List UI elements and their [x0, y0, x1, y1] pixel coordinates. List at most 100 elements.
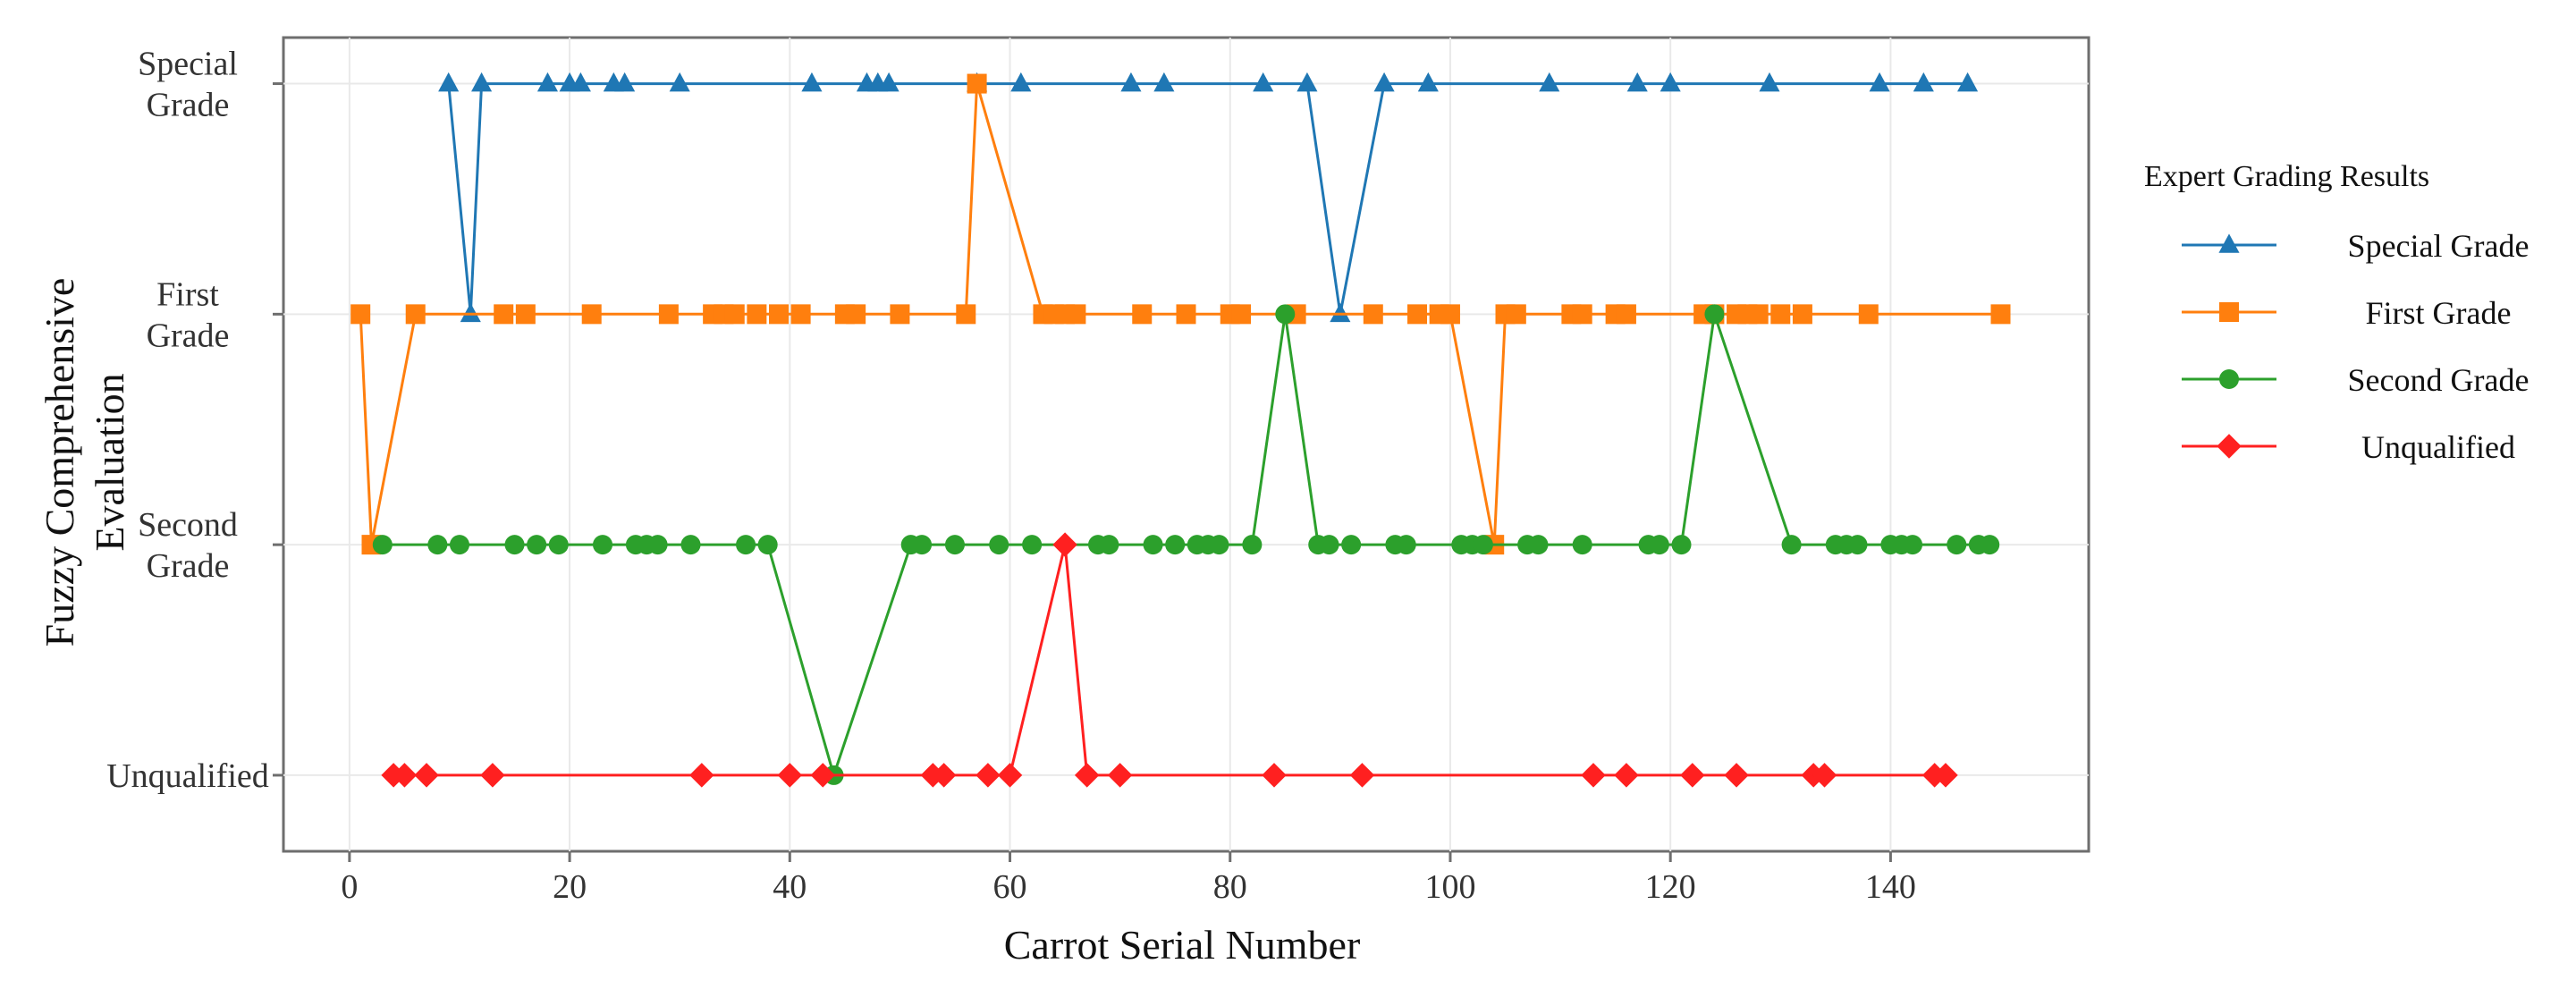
- series-line-unqualified: [393, 544, 1946, 777]
- series-unqualified: [381, 532, 1958, 788]
- data-point-special-grade: [669, 72, 690, 92]
- data-point-special-grade: [1330, 302, 1351, 323]
- data-point-first-grade: [747, 304, 767, 325]
- data-point-second-grade: [1396, 535, 1416, 555]
- data-point-second-grade: [527, 535, 547, 555]
- data-point-special-grade: [1153, 72, 1175, 92]
- data-point-special-grade: [1417, 72, 1439, 92]
- data-point-special-grade: [536, 72, 559, 92]
- x-tick-label: 0: [341, 868, 358, 906]
- data-point-second-grade: [593, 535, 613, 555]
- data-point-first-grade: [1440, 304, 1460, 325]
- data-point-second-grade: [372, 535, 393, 555]
- data-point-second-grade: [1947, 535, 1967, 555]
- data-point-second-grade: [1980, 535, 2000, 555]
- data-point-unqualified: [777, 763, 803, 788]
- data-point-first-grade: [790, 304, 811, 325]
- data-point-special-grade: [614, 72, 636, 92]
- data-point-first-grade: [1363, 304, 1383, 325]
- y-tick-label: First Grade: [147, 275, 230, 354]
- data-point-first-grade: [1176, 304, 1196, 325]
- data-point-second-grade: [1847, 535, 1868, 555]
- data-point-unqualified: [1262, 763, 1287, 788]
- y-tick-label: Unqualified: [106, 757, 269, 795]
- data-point-special-grade: [1539, 72, 1560, 92]
- legend-item-unqualified: Unqualified: [2182, 429, 2515, 465]
- x-tick-label: 20: [553, 868, 587, 906]
- plot-border: [282, 36, 2090, 853]
- data-point-first-grade: [1792, 304, 1812, 325]
- data-point-second-grade: [1099, 535, 1119, 555]
- y-axis-ticks: Unqualified Second Grade First Grade Special G…: [106, 46, 283, 795]
- series-special-grade: [438, 72, 1979, 323]
- data-point-second-grade: [449, 535, 469, 555]
- legend-label: Second Grade: [2348, 362, 2530, 398]
- data-point-second-grade: [647, 535, 668, 555]
- data-point-second-grade: [1275, 304, 1296, 325]
- data-point-unqualified: [810, 763, 835, 788]
- data-point-unqualified: [392, 763, 418, 788]
- legend-item-special-grade: Special Grade: [2182, 228, 2529, 264]
- data-point-second-grade: [548, 535, 569, 555]
- x-tick-label: 60: [993, 868, 1027, 906]
- legend-item-first-grade: First Grade: [2182, 295, 2511, 331]
- data-point-unqualified: [414, 763, 439, 788]
- data-point-second-grade: [1572, 535, 1592, 555]
- data-point-first-grade: [1858, 304, 1879, 325]
- legend-label: First Grade: [2366, 295, 2512, 331]
- data-point-first-grade: [351, 304, 371, 325]
- data-point-special-grade: [878, 72, 899, 92]
- x-axis-title: Carrot Serial Number: [1004, 922, 1361, 968]
- legend-swatch-marker: [2217, 434, 2242, 459]
- data-point-special-grade: [1253, 72, 1274, 92]
- plot-frame: [282, 36, 2090, 853]
- data-point-second-grade: [1143, 535, 1163, 555]
- data-point-special-grade: [570, 72, 591, 92]
- data-point-second-grade: [1903, 535, 1923, 555]
- data-point-second-grade: [757, 535, 778, 555]
- legend-label: Special Grade: [2348, 228, 2530, 264]
- data-point-second-grade: [1242, 535, 1263, 555]
- data-point-second-grade: [1022, 535, 1043, 555]
- data-point-second-grade: [1319, 535, 1339, 555]
- data-point-first-grade: [515, 304, 536, 325]
- data-point-unqualified: [1581, 763, 1606, 788]
- data-point-first-grade: [494, 304, 514, 325]
- data-point-unqualified: [689, 763, 714, 788]
- data-point-second-grade: [1671, 535, 1692, 555]
- x-tick-label: 140: [1865, 868, 1916, 906]
- data-point-unqualified: [1812, 763, 1837, 788]
- data-point-unqualified: [976, 763, 1001, 788]
- data-point-unqualified: [1052, 532, 1077, 557]
- data-point-first-grade: [1231, 304, 1252, 325]
- data-point-special-grade: [1759, 72, 1780, 92]
- data-point-second-grade: [1341, 535, 1362, 555]
- y-tick-label: Second Grade: [138, 506, 238, 585]
- data-point-first-grade: [1407, 304, 1428, 325]
- x-tick-label: 40: [773, 868, 807, 906]
- series-line-special-grade: [447, 82, 1968, 315]
- data-point-second-grade: [680, 535, 701, 555]
- data-point-special-grade: [1957, 72, 1979, 92]
- data-point-unqualified: [1074, 763, 1100, 788]
- data-point-special-grade: [1626, 72, 1648, 92]
- legend: Expert Grading Results Special Grade First…: [2144, 160, 2529, 465]
- gridlines: [283, 38, 2089, 851]
- data-point-second-grade: [912, 535, 933, 555]
- legend-item-second-grade: Second Grade: [2182, 362, 2529, 398]
- data-point-first-grade: [1506, 304, 1526, 325]
- data-point-first-grade: [1066, 304, 1086, 325]
- series-second-grade: [372, 304, 2000, 785]
- data-point-unqualified: [480, 763, 505, 788]
- data-point-first-grade: [581, 304, 602, 325]
- data-point-second-grade: [989, 535, 1009, 555]
- data-point-second-grade: [1165, 535, 1186, 555]
- data-point-first-grade: [1616, 304, 1636, 325]
- data-point-first-grade: [1572, 304, 1592, 325]
- data-point-unqualified: [1349, 763, 1375, 788]
- legend-label: Unqualified: [2361, 429, 2515, 465]
- data-point-special-grade: [1660, 72, 1681, 92]
- data-point-first-grade: [1132, 304, 1153, 325]
- series-layer: [351, 72, 2011, 788]
